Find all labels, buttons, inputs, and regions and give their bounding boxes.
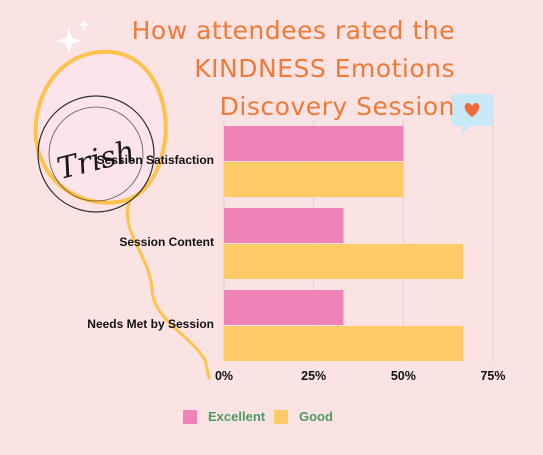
category-label: Needs Met by Session	[87, 317, 214, 331]
legend-swatch-excellent	[183, 410, 197, 424]
sparkle-icon	[56, 18, 90, 54]
x-tick-label: 25%	[301, 369, 327, 383]
balloon-outline	[33, 49, 168, 205]
bar-excellent-0	[224, 126, 404, 161]
chart-title-line-2: KINDNESS Emotions	[194, 54, 455, 83]
category-label: Session Satisfaction	[96, 153, 214, 167]
x-tick-label: 0%	[214, 369, 234, 383]
legend-swatch-good	[274, 410, 288, 424]
bar-good-2	[224, 326, 464, 361]
bar-good-1	[224, 244, 464, 279]
chart-title-line-3: Discovery Session	[219, 92, 455, 121]
chart-title-line-1: How attendees rated the	[131, 16, 455, 45]
bar-good-0	[224, 162, 404, 197]
legend-label-good: Good	[299, 409, 333, 424]
category-label: Session Content	[119, 235, 214, 249]
logo-ring	[37, 95, 155, 213]
balloon-string	[125, 198, 211, 380]
bar-excellent-2	[224, 290, 344, 325]
x-tick-label: 50%	[390, 369, 416, 383]
bar-excellent-1	[224, 208, 344, 243]
x-tick-label: 75%	[480, 369, 506, 383]
heart-icon	[464, 103, 480, 117]
legend-label-excellent: Excellent	[208, 409, 266, 424]
